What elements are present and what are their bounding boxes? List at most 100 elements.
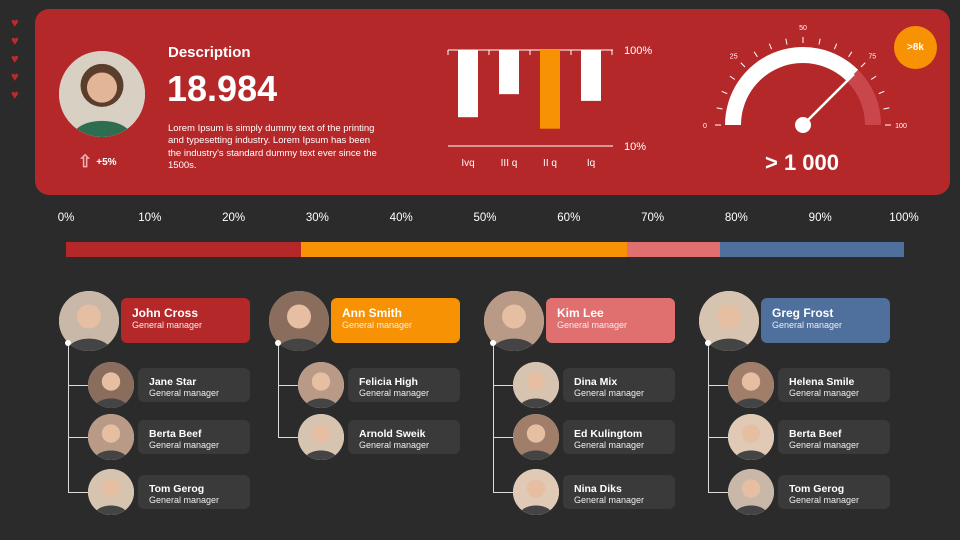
connector-line — [493, 343, 494, 492]
leader-card[interactable]: John Cross General manager — [121, 298, 250, 343]
progress-tick-label: 40% — [389, 212, 413, 224]
member-name: Berta Beef — [149, 428, 202, 440]
bar-label: III q — [501, 158, 518, 169]
summary-panel — [35, 9, 950, 195]
gauge-tick-label: 50 — [799, 25, 807, 32]
avatar — [88, 469, 134, 515]
gauge-tick-label: 100 — [895, 123, 907, 130]
member-name: Felicia High — [359, 376, 418, 388]
connector-line — [278, 343, 279, 437]
heart-icon: ♥ — [11, 69, 19, 84]
leader-name: John Cross — [132, 306, 199, 320]
avatar — [728, 362, 774, 408]
progress-tick-label: 0% — [57, 212, 75, 224]
member-name: Nina Diks — [574, 483, 622, 495]
leader-card[interactable]: Greg Frost General manager — [761, 298, 890, 343]
connector-line — [68, 437, 90, 438]
member-role: General manager — [359, 440, 430, 450]
connector-dot — [65, 340, 71, 346]
leader-name: Ann Smith — [342, 306, 402, 320]
leader-name: Greg Frost — [772, 306, 834, 320]
progress-segment — [66, 242, 301, 257]
member-role: General manager — [149, 440, 220, 450]
member-role: General manager — [149, 495, 220, 505]
member-card[interactable]: Helena Smile General manager — [778, 368, 890, 402]
bar-label: II q — [543, 158, 557, 169]
gauge-tick — [716, 107, 723, 110]
axis-label: 100% — [624, 45, 652, 57]
gauge-hub — [795, 117, 811, 133]
progress-bar — [66, 242, 904, 257]
gauge-tick — [870, 75, 877, 80]
member-card[interactable]: Berta Beef General manager — [138, 420, 250, 454]
gauge-value: > 1 000 — [765, 150, 840, 175]
gauge-fill — [725, 47, 859, 125]
member-card[interactable]: Dina Mix General manager — [563, 368, 675, 402]
member-card[interactable]: Ed Kulingtom General manager — [563, 420, 675, 454]
gauge-tick — [860, 62, 866, 68]
member-card[interactable]: Nina Diks General manager — [563, 475, 675, 509]
member-name: Arnold Sweik — [359, 428, 426, 440]
gauge-tick-label: 25 — [730, 54, 738, 61]
trend-indicator: ⇧ +5% — [78, 152, 117, 172]
member-role: General manager — [574, 388, 645, 398]
leader-card[interactable]: Ann Smith General manager — [331, 298, 460, 343]
heart-icon: ♥ — [11, 33, 19, 48]
heart-icon: ♥ — [11, 15, 19, 30]
avatar — [269, 291, 329, 351]
member-card[interactable]: Arnold Sweik General manager — [348, 420, 460, 454]
hearts-rating: ♥ ♥ ♥ ♥ ♥ — [11, 14, 25, 104]
progress-segment — [300, 242, 628, 257]
member-card[interactable]: Berta Beef General manager — [778, 420, 890, 454]
avatar — [298, 414, 344, 460]
connector-line — [68, 343, 69, 492]
progress-segment — [627, 242, 720, 257]
connector-line — [278, 437, 300, 438]
member-name: Berta Beef — [789, 428, 842, 440]
heart-icon: ♥ — [11, 51, 19, 66]
avatar — [88, 414, 134, 460]
connector-line — [708, 385, 730, 386]
member-card[interactable]: Tom Gerog General manager — [778, 475, 890, 509]
member-role: General manager — [149, 388, 220, 398]
connector-line — [708, 437, 730, 438]
bar-label: Ivq — [461, 158, 474, 169]
leader-role: General manager — [772, 320, 843, 330]
axis-label: 10% — [624, 141, 646, 153]
member-card[interactable]: Tom Gerog General manager — [138, 475, 250, 509]
leader-card[interactable]: Kim Lee General manager — [546, 298, 675, 343]
progress-segment — [719, 242, 904, 257]
progress-tick-label: 50% — [473, 212, 497, 224]
connector-line — [68, 492, 90, 493]
bar-label: Iq — [587, 158, 595, 169]
gauge-tick-label: 75 — [868, 54, 876, 61]
gauge-needle — [802, 73, 855, 126]
connector-line — [708, 343, 709, 492]
member-card[interactable]: Felicia High General manager — [348, 368, 460, 402]
progress-tick-label: 20% — [222, 212, 246, 224]
avatar — [728, 469, 774, 515]
member-name: Dina Mix — [574, 376, 618, 388]
member-name: Helena Smile — [789, 376, 855, 388]
progress-tick-label: 90% — [808, 212, 832, 224]
quarter-bar-chart: Ivq III q II q Iq 100% 10% — [447, 45, 652, 169]
gauge-tick — [768, 43, 773, 50]
avatar — [298, 362, 344, 408]
connector-line — [493, 492, 515, 493]
progress-tick-label: 60% — [557, 212, 581, 224]
connector-line — [493, 385, 515, 386]
member-card[interactable]: Jane Star General manager — [138, 368, 250, 402]
connector-dot — [275, 340, 281, 346]
trend-value: +5% — [96, 156, 117, 168]
gauge-tick — [740, 62, 746, 68]
progress-tick-label: 100% — [889, 212, 919, 224]
bar-2 — [540, 50, 560, 129]
avatar — [728, 414, 774, 460]
main-value: 18.984 — [167, 68, 278, 109]
member-name: Tom Gerog — [149, 483, 205, 495]
connector-line — [708, 492, 730, 493]
gauge-tick — [785, 38, 788, 45]
progress-tick-label: 30% — [305, 212, 329, 224]
gauge-tick — [833, 43, 838, 50]
leader-role: General manager — [342, 320, 413, 330]
